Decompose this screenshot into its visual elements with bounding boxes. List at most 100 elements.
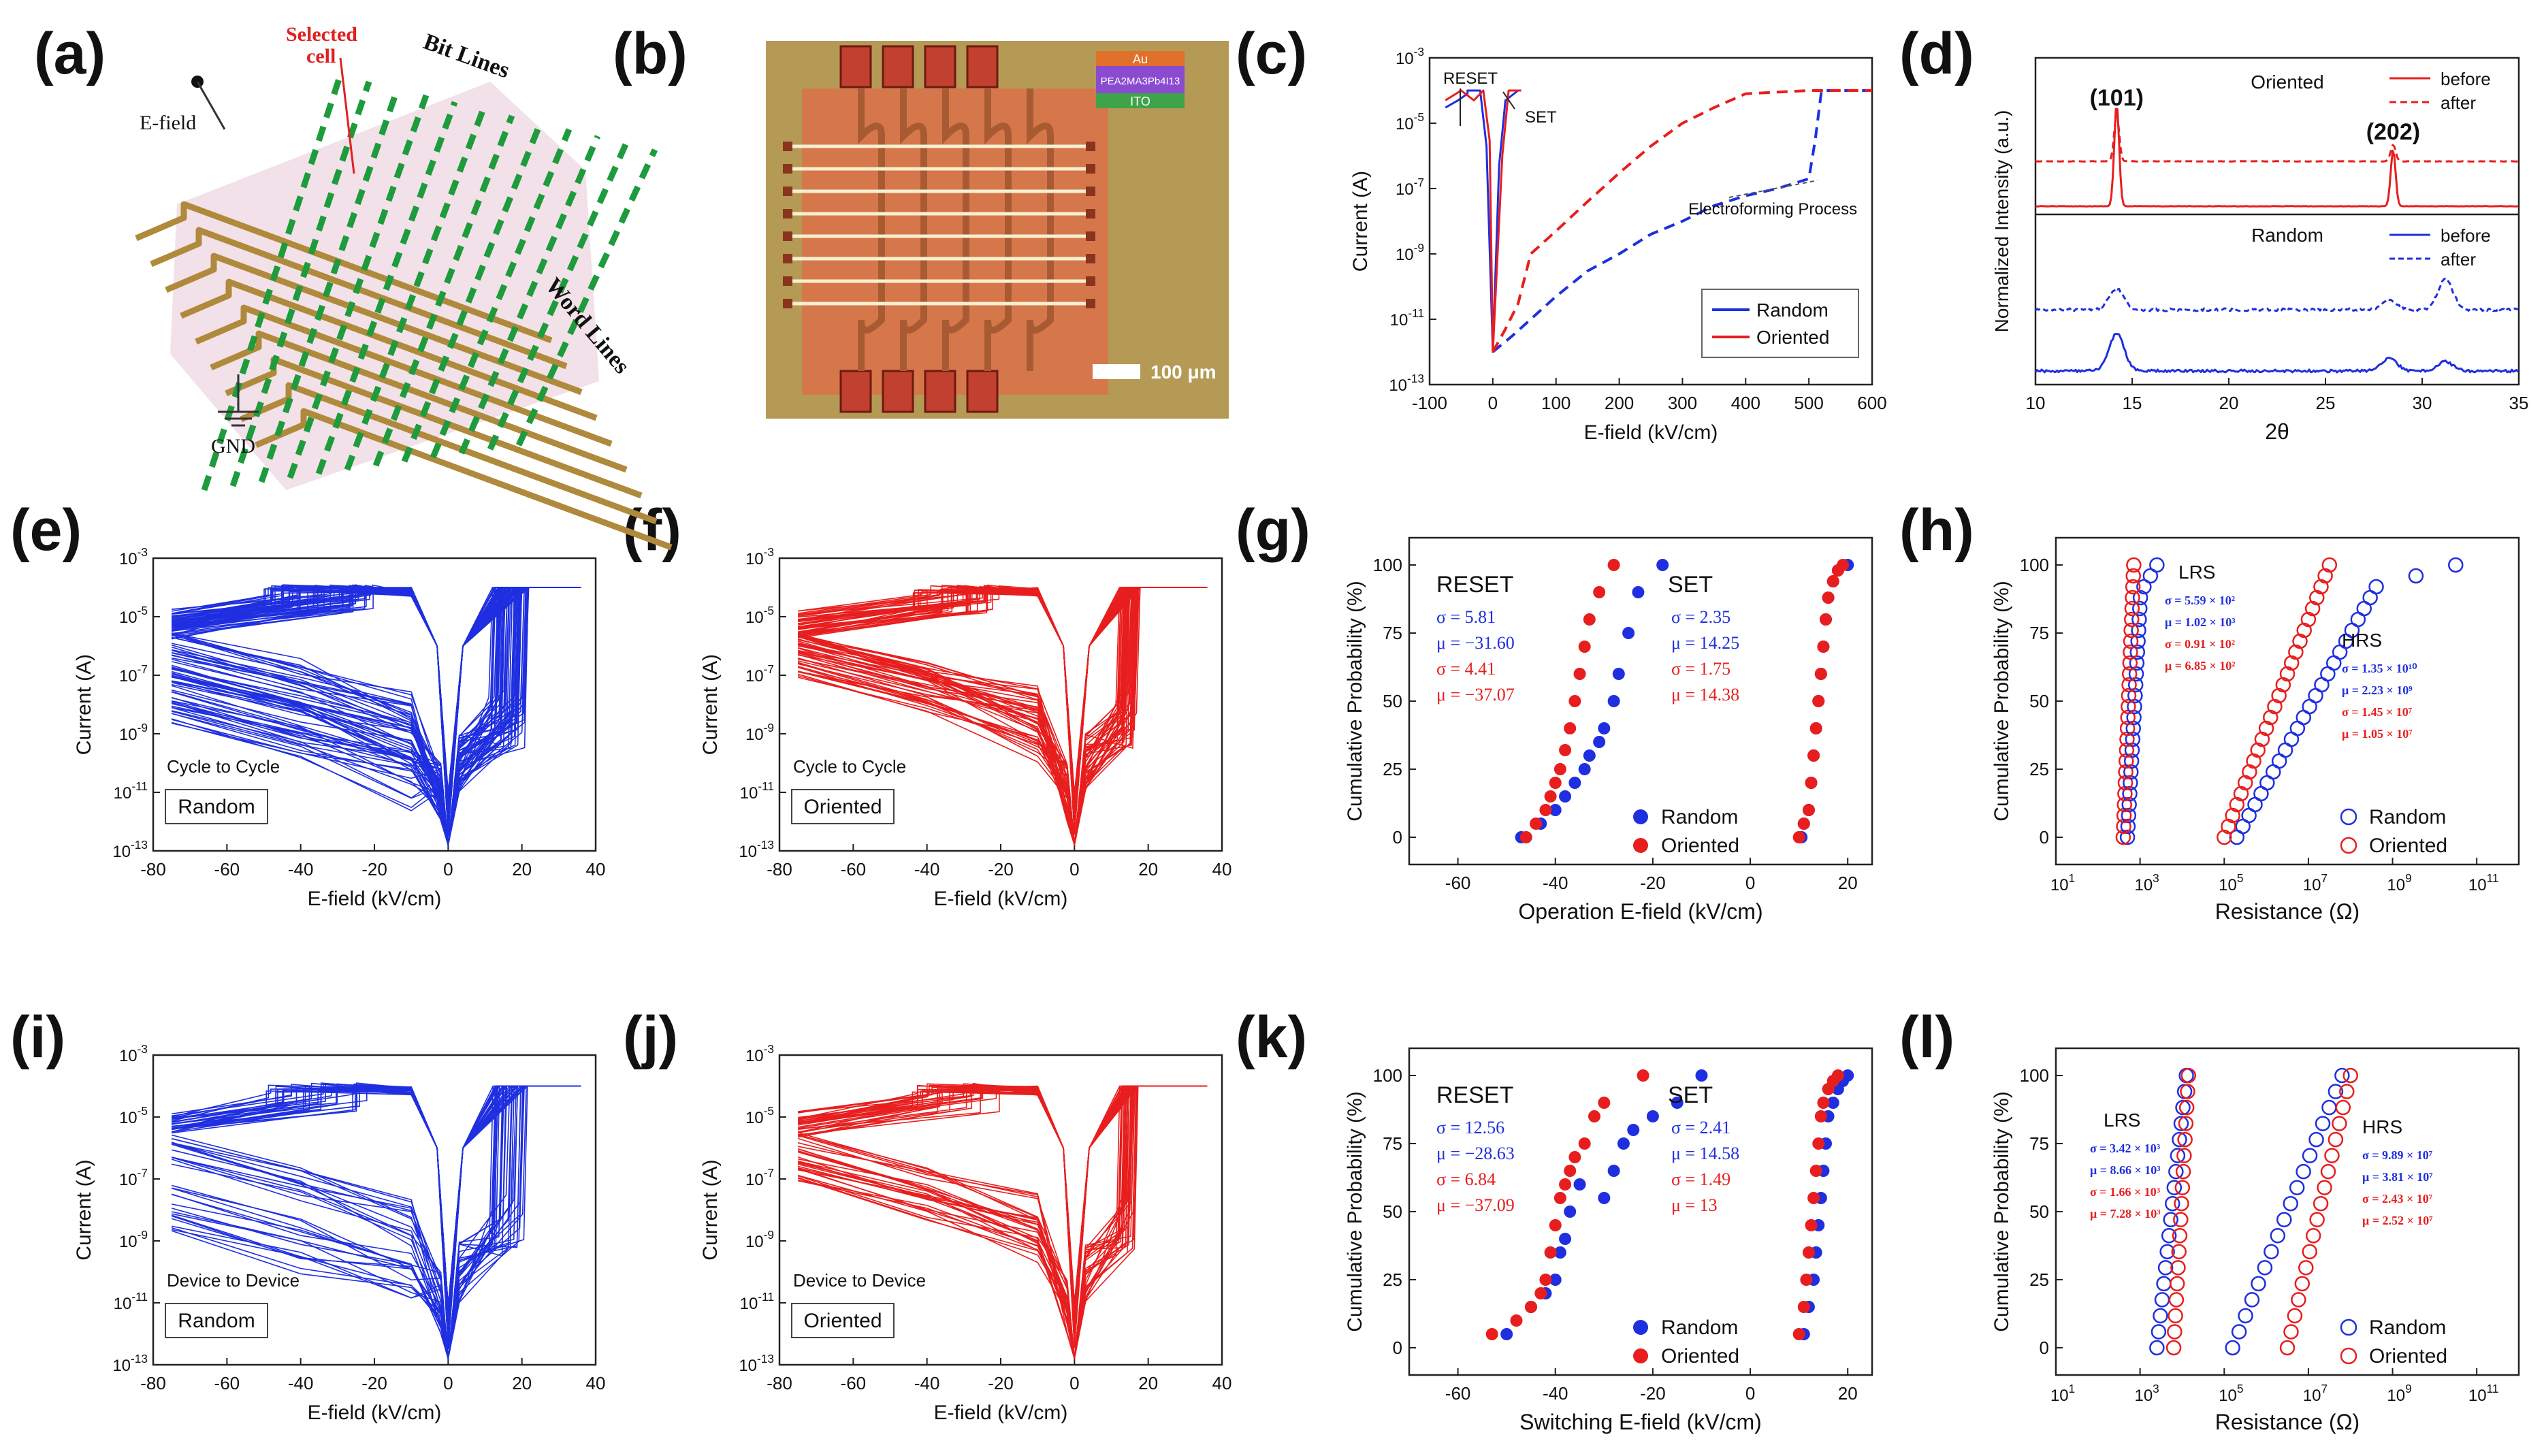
side-pad: [1086, 299, 1095, 308]
y-tick-label: 10-9: [119, 1228, 148, 1251]
x-tick-label: 105: [2219, 1382, 2243, 1405]
data-point-oriented: [1598, 1097, 1611, 1109]
lrs-random-point: [2165, 1195, 2180, 1212]
lrs-oriented-point: [2120, 709, 2136, 726]
lrs-oriented-point: [2124, 600, 2140, 617]
data-point-random: [1622, 627, 1635, 639]
legend-random-marker: [2340, 1319, 2357, 1336]
hrs-oriented-point: [2271, 687, 2287, 704]
data-point-random: [1598, 1192, 1611, 1204]
iv-cycle-curve: [797, 587, 1133, 846]
reset-stat: μ = −37.09: [1436, 1195, 1515, 1215]
panel-label-a: (a): [34, 21, 106, 86]
y-axis-label: Current (A): [699, 1159, 722, 1260]
x-tick-label: -80: [140, 859, 166, 879]
data-point-random: [1549, 804, 1562, 816]
lrs-oriented-point: [2170, 1260, 2186, 1276]
lrs-random-point: [2131, 622, 2146, 638]
x-axis-label: E-field (kV/cm): [934, 1402, 1068, 1424]
bit-lines-label: Bit Lines: [420, 29, 513, 84]
y-tick-label: 10-11: [114, 779, 148, 803]
panel-label-e: (e): [10, 498, 82, 563]
side-pad: [1086, 187, 1095, 196]
hrs-oriented-point: [2283, 655, 2300, 671]
y-tick-label: 10-11: [740, 1290, 774, 1313]
y-tick-label: 50: [2029, 1201, 2049, 1222]
y-tick-label: 10-13: [739, 838, 774, 861]
y-tick-label: 10-9: [745, 1228, 774, 1251]
side-pad: [1086, 142, 1095, 151]
sample-label-box: [791, 789, 895, 824]
x-tick-label: -20: [988, 1373, 1014, 1393]
legend-before-label: before: [2441, 69, 2491, 89]
lrs-oriented-point: [2172, 1228, 2188, 1244]
data-point-oriented: [1578, 1137, 1591, 1150]
data-point-oriented: [1539, 1274, 1552, 1286]
lrs-random-point: [2129, 644, 2146, 660]
hrs-oriented-point: [2332, 1116, 2347, 1131]
hrs-random-point: [2289, 1180, 2305, 1195]
word-electrode: [984, 88, 1012, 371]
hrs-stat: μ = 2.23 × 10⁹: [2342, 683, 2413, 697]
lrs-random-point: [2131, 611, 2147, 628]
lrs-oriented-point: [2123, 644, 2138, 660]
x-tick-label: 40: [586, 859, 606, 879]
x-tick-label: -20: [1640, 1383, 1666, 1404]
legend-after-label: after: [2441, 93, 2476, 113]
y-tick-label: 0: [1393, 827, 1402, 847]
top-contact-pad: [924, 45, 956, 88]
hrs-oriented-point: [2267, 698, 2283, 715]
data-point-oriented: [1800, 1274, 1813, 1286]
side-pad: [1086, 254, 1095, 263]
x-axis-label: E-field (kV/cm): [1584, 421, 1718, 444]
data-point-random: [1578, 763, 1591, 775]
iv-cycle-curve: [797, 1086, 1132, 1359]
lrs-oriented-point: [2123, 622, 2139, 638]
hrs-oriented-point: [2309, 589, 2325, 606]
hrs-oriented-point: [2258, 720, 2274, 737]
lrs-random-point: [2156, 1276, 2172, 1292]
x-axis-label: Resistance (Ω): [2215, 899, 2360, 924]
data-point-random: [1841, 1069, 1854, 1082]
hrs-stat: μ = 3.81 × 10⁷: [2362, 1170, 2433, 1184]
x-tick-label: -80: [767, 1373, 792, 1393]
lrs-stat: μ = 7.28 × 10³: [2090, 1207, 2161, 1220]
iv-cycle-curve: [172, 1083, 581, 1307]
x-tick-label: -60: [841, 859, 867, 879]
hrs-stat: σ = 1.45 × 10⁷: [2342, 705, 2413, 719]
data-point-oriented: [1807, 1192, 1820, 1204]
data-point-oriented: [1802, 1246, 1815, 1259]
data-point-oriented: [1805, 777, 1818, 789]
x-tick-label: 300: [1668, 393, 1697, 413]
x-tick-label: -20: [361, 1373, 387, 1393]
gnd-label: GND: [211, 435, 255, 457]
panel-note: Device to Device: [793, 1270, 926, 1291]
data-point-oriented: [1539, 804, 1552, 816]
random-switch-loop: [1445, 89, 1519, 353]
reset-stat: σ = 6.84: [1436, 1169, 1496, 1189]
random-before-trace: [2034, 333, 2519, 374]
x-tick-label: 40: [1212, 859, 1232, 879]
x-tick-label: 1011: [2468, 1382, 2499, 1405]
hrs-random-point: [2315, 1116, 2331, 1131]
lrs-random-point: [2153, 1308, 2168, 1324]
y-tick-label: 10-7: [745, 1166, 774, 1189]
lrs-random-point: [2142, 568, 2159, 584]
iv-cycle-curve: [171, 587, 521, 846]
hrs-oriented-point: [2250, 742, 2266, 758]
hrs-oriented-point: [2217, 829, 2232, 845]
hrs-random-point: [2302, 1148, 2318, 1163]
x-tick-label: 500: [1794, 393, 1823, 413]
hrs-random-point: [2283, 1195, 2298, 1212]
legend-au-swatch: [1096, 51, 1185, 66]
bit-line: [515, 148, 658, 447]
efield-probe-wire: [196, 81, 226, 130]
y-tick-label: 10-13: [112, 838, 148, 861]
panel-note: Cycle to Cycle: [167, 756, 280, 777]
hrs-random-point: [2238, 1308, 2253, 1324]
hrs-oriented-point: [2294, 1276, 2310, 1292]
x-tick-label: 20: [1138, 859, 1158, 879]
y-tick-label: 10-3: [745, 545, 774, 568]
y-tick-label: 100: [2020, 555, 2049, 575]
